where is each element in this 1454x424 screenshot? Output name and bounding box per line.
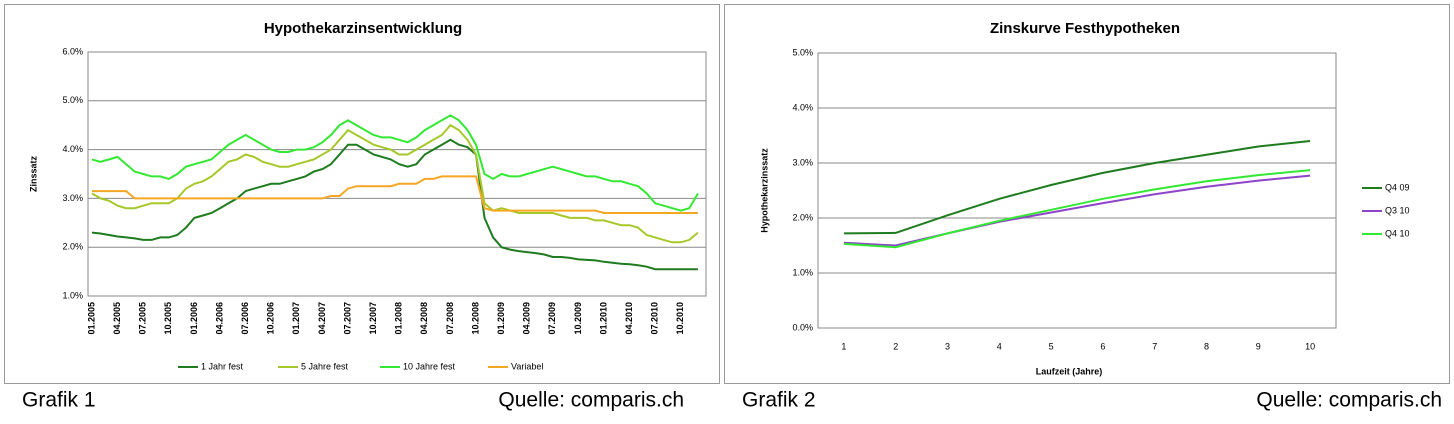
y-tick-label: 1.0% [792,267,813,277]
y-tick-label: 2.0% [792,212,813,222]
x-tick-label: 10.2005 [163,302,173,335]
x-tick-label: 10.2009 [573,302,583,335]
legend-label: Variabel [511,361,543,371]
y-tick-label: 3.0% [792,157,813,167]
series-line [91,123,699,244]
y-tick-label: 0.0% [792,322,813,332]
series-line [91,138,698,271]
x-tick-label: 07.2009 [547,302,557,335]
x-tick-label: 07.2005 [138,302,148,335]
x-tick-label: 04.2007 [317,302,327,335]
x-tick-label: 01.2008 [394,302,404,335]
y-tick-label: 3.0% [62,193,83,203]
series-line [92,175,698,214]
x-tick-label: 04.2009 [522,302,532,335]
legend-label: 5 Jahre fest [301,361,349,371]
x-tick-label: 07.2006 [240,302,250,335]
legend-label: 1 Jahr fest [201,361,244,371]
x-tick-label: 4 [997,341,1002,351]
x-tick-label: 01.2007 [291,302,301,335]
y-tick-label: 4.0% [62,144,83,154]
x-tick-label: 04.2008 [419,302,429,335]
x-tick-label: 6 [1100,341,1105,351]
x-tick-label: 07.2008 [445,302,455,335]
x-axis-label: Laufzeit (Jahre) [1036,366,1103,376]
x-tick-label: 10 [1305,341,1315,351]
chart-title: Zinskurve Festhypotheken [990,20,1180,37]
y-tick-label: 5.0% [62,95,83,105]
x-tick-label: 04.2010 [624,302,634,335]
legend-label: Q3 10 [1385,205,1410,215]
x-tick-label: 01.2005 [86,302,96,335]
legend-label: Q4 10 [1385,228,1410,238]
source: Quelle: comparis.ch [498,389,684,412]
x-tick-label: 10.2006 [266,302,276,335]
x-tick-label: 3 [945,341,950,351]
caption: Grafik 2 [742,389,816,412]
x-tick-label: 04.2006 [214,302,224,335]
x-tick-label: 5 [1049,341,1054,351]
x-tick-label: 01.2009 [496,302,506,335]
legend-label: Q4 09 [1385,182,1410,192]
x-tick-label: 04.2005 [112,302,122,335]
x-tick-label: 7 [1152,341,1157,351]
series-line [91,114,699,212]
x-tick-label: 9 [1256,341,1261,351]
legend-label: 10 Jahre fest [403,361,456,371]
y-tick-label: 5.0% [792,47,813,57]
source: Quelle: comparis.ch [1256,389,1442,412]
x-tick-label: 1 [841,341,846,351]
series-line [843,140,1311,235]
series-line [843,169,1311,249]
x-tick-label: 8 [1204,341,1209,351]
chart-title: Hypothekarzinsentwicklung [264,20,462,37]
y-tick-label: 2.0% [62,242,83,252]
x-tick-label: 01.2006 [189,302,199,335]
x-tick-label: 10.2007 [368,302,378,335]
y-axis-label: Hypothekarzinssatz [759,148,769,233]
y-tick-label: 1.0% [62,290,83,300]
x-tick-label: 10.2008 [470,302,480,335]
y-tick-label: 6.0% [62,46,83,56]
plot-area [817,52,1337,329]
y-axis-label: Zinssatz [28,155,38,192]
y-tick-label: 4.0% [792,102,813,112]
x-tick-label: 01.2010 [598,302,608,335]
plot-area [87,51,707,297]
caption: Grafik 1 [22,389,96,412]
x-tick-label: 2 [893,341,898,351]
x-tick-label: 07.2007 [342,302,352,335]
x-tick-label: 10.2010 [675,302,685,335]
x-tick-label: 07.2010 [650,302,660,335]
